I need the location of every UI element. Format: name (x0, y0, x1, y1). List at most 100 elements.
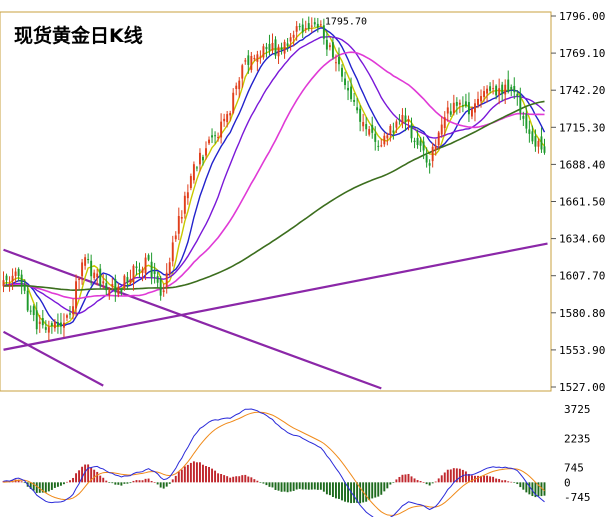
macd-bar (81, 466, 84, 483)
candle-body (47, 327, 50, 333)
candles (2, 16, 546, 342)
macd-bar (47, 482, 50, 492)
macd-bar (35, 482, 38, 493)
macd-bar (53, 482, 56, 488)
macd-bar (452, 468, 455, 483)
candle-body (162, 290, 165, 293)
macd-bar (492, 476, 495, 483)
macd-bar (217, 473, 220, 483)
macd-bar (186, 464, 189, 483)
candle-body (428, 163, 431, 166)
macd-bar (455, 468, 458, 483)
macd-bar (413, 478, 416, 483)
macd-bar (138, 480, 141, 483)
candle-body (413, 140, 416, 143)
candle-body (195, 167, 198, 169)
candle-body (431, 146, 434, 162)
macd-bar (247, 476, 250, 483)
macd-bar (286, 482, 289, 493)
candle-body (177, 216, 180, 234)
macd-bar (371, 482, 374, 499)
macd-bar (265, 482, 268, 486)
macd-bar (334, 482, 337, 499)
macd-bar (331, 482, 334, 497)
candle-body (105, 283, 108, 291)
candle-body (11, 275, 14, 282)
macd-bar (344, 482, 346, 502)
candle-body (202, 156, 204, 161)
macd-bar (174, 475, 177, 483)
candle-body (256, 54, 259, 62)
macd-bar (159, 482, 162, 488)
price-axis-label: 1580.80 (559, 307, 605, 320)
candle-body (262, 46, 265, 58)
candle-body (271, 42, 274, 51)
candle-body (510, 86, 513, 90)
candle-body (380, 145, 383, 147)
candle-body (522, 116, 525, 119)
candle-body (365, 124, 368, 130)
macd-bar (32, 482, 35, 491)
macd-bar (440, 475, 443, 483)
macd-bar (114, 482, 117, 485)
candle-body (111, 283, 114, 287)
macd-bar (374, 482, 377, 498)
macd-bar (29, 482, 32, 489)
candle-body (5, 275, 8, 281)
candle-body (129, 278, 132, 283)
candle-body (449, 111, 452, 115)
candle-body (334, 62, 337, 64)
macd-bar (464, 471, 467, 483)
macd-bar (283, 482, 286, 492)
macd-bar (522, 482, 525, 490)
macd-bar (498, 478, 501, 483)
price-axis-label: 1769.10 (559, 47, 605, 60)
candle-body (35, 310, 38, 330)
macd-bar (126, 482, 129, 484)
candle-body (75, 281, 78, 309)
candle-body (159, 279, 162, 296)
macd-bar (123, 482, 126, 484)
macd-bar (325, 482, 328, 495)
candle-body (292, 34, 295, 38)
candle-body (23, 284, 26, 291)
candlestick-panel: 现货黄金日K线 1795.70 (0, 11, 552, 392)
candle-body (2, 280, 5, 287)
macd-bar (295, 482, 298, 490)
candle-body (99, 268, 102, 286)
candle-body (347, 87, 350, 91)
macd-bar (289, 482, 292, 492)
macd-bar (268, 482, 271, 487)
peak-annotation: 1795.70 (325, 16, 367, 27)
macd-bar (525, 482, 528, 493)
candle-body (298, 26, 301, 28)
candle-body (78, 278, 81, 280)
candle-body (341, 67, 343, 77)
macd-bar (392, 482, 395, 483)
candle-body (374, 133, 377, 142)
candle-body (259, 56, 262, 58)
macd-dea-line (3, 411, 545, 516)
candle-body (331, 42, 334, 58)
candle-body (102, 281, 105, 284)
macd-bar (338, 482, 340, 499)
macd-bar (359, 482, 362, 504)
macd-axis-label: 745 (564, 462, 584, 475)
candle-body (117, 286, 120, 295)
macd-dif-line (3, 408, 545, 517)
candle-body (93, 272, 96, 279)
candle-body (310, 25, 313, 27)
candle-body (59, 322, 62, 327)
macd-bar (202, 464, 204, 483)
candle-body (132, 265, 135, 283)
candle-body (338, 57, 340, 65)
macd-bar (365, 482, 368, 502)
candle-body (138, 269, 141, 272)
macd-bar (470, 475, 473, 483)
candle-body (174, 235, 177, 240)
candle-body (241, 65, 244, 79)
macd-bar (244, 474, 247, 483)
macd-bar (262, 482, 265, 484)
macd-axis-label: 0 (564, 476, 571, 489)
